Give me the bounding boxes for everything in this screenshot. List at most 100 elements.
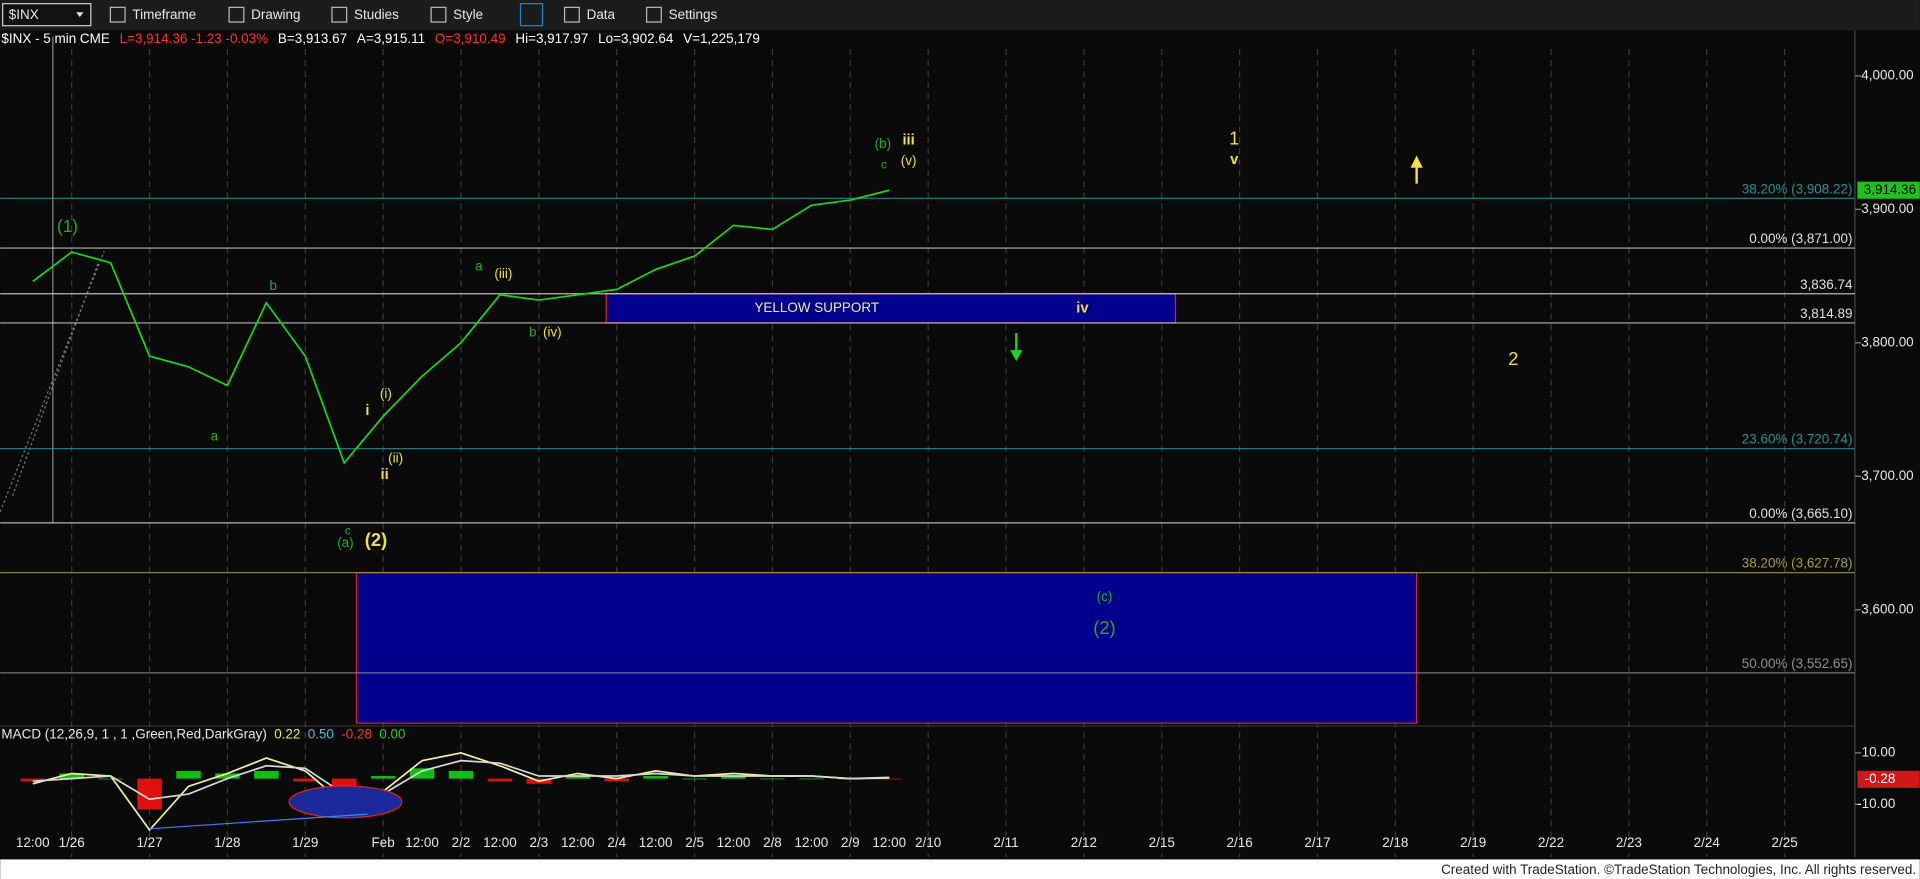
macd-line [32, 752, 890, 832]
y2-tick-label: 10.00 [1862, 744, 1896, 759]
header-item: A=3,915.11 [357, 31, 425, 46]
histogram-bar [293, 778, 318, 782]
histogram-bar [448, 770, 474, 779]
wave-label: iv [1076, 300, 1089, 316]
macd-reading: -0.28 [341, 726, 372, 741]
level-label: 3,836.74 [1800, 277, 1853, 292]
symbol[interactable]: $INX [9, 7, 39, 22]
toolbar-item[interactable]: Style [453, 7, 483, 22]
histogram-bar [98, 778, 123, 780]
wave-label: i [365, 403, 369, 419]
symbol-box[interactable] [2, 3, 92, 27]
wave-label: 2 [1508, 348, 1518, 369]
x-tick-label: 2/5 [685, 835, 704, 850]
histogram-bar [799, 778, 824, 780]
x-tick-label: 2/12 [1071, 835, 1097, 850]
x-tick-label: 2/18 [1382, 835, 1408, 850]
wave-label: a [475, 258, 483, 273]
toolbar-icon[interactable] [563, 6, 580, 23]
toolbar-item[interactable]: Data [587, 7, 616, 22]
wave-label: a [211, 429, 219, 444]
toolbar-icon[interactable] [109, 6, 126, 23]
footer-bar [0, 859, 1920, 879]
histogram-bar [331, 778, 357, 789]
x-tick-label: 2/9 [841, 835, 860, 850]
level-label: 50.00% (3,552.65) [1742, 656, 1853, 671]
y-tick-label: 3,800.00 [1861, 334, 1913, 349]
divergence-ellipse [288, 785, 403, 819]
histogram-bar [682, 778, 707, 780]
header-item: Lo=3,902.64 [598, 31, 674, 46]
toolbar-icon[interactable] [645, 6, 662, 23]
wave-label: (ii) [388, 451, 403, 466]
x-tick-label: 2/3 [530, 835, 549, 850]
zone-label: YELLOW SUPPORT [754, 300, 879, 315]
wave-label: iii [902, 133, 914, 149]
wave-label: (iv) [543, 325, 562, 340]
toolbar-item[interactable]: Settings [669, 7, 718, 22]
toolbar-icon[interactable] [331, 6, 348, 23]
x-tick-label: Feb [372, 835, 395, 850]
y-tick-label: 3,900.00 [1861, 201, 1913, 216]
trend-line [11, 262, 99, 497]
x-tick-label: 2/16 [1227, 835, 1253, 850]
wave-label: (2) [1093, 617, 1115, 638]
x-tick-label: 12:00 [639, 835, 673, 850]
wave-label: v [1230, 152, 1239, 168]
header: $INX - 5 min CME L=3,914.36 -1.23 -0.03% B… [1, 31, 759, 46]
panel-icon[interactable] [519, 3, 544, 27]
x-tick-label: 2/8 [763, 835, 782, 850]
histogram-bar [409, 768, 435, 779]
x-tick-label: 2/10 [915, 835, 941, 850]
x-tick-label: 2/19 [1460, 835, 1486, 850]
header-item: B=3,913.67 [278, 31, 347, 46]
header-item: Hi=3,917.97 [515, 31, 588, 46]
x-tick-label: 1/26 [59, 835, 85, 850]
plot: $INX - 5 min CME L=3,914.36 -1.23 -0.03% B… [0, 31, 1920, 857]
y2-tick-label: -10.00 [1857, 796, 1895, 811]
macd-title: MACD (12,26,9, 1 , 1 ,Green,Red,DarkGray… [1, 726, 266, 741]
wave-label: (b) [875, 136, 891, 151]
x-tick-label: 12:00 [483, 835, 517, 850]
x-tick-label: 2/25 [1772, 835, 1798, 850]
x-tick-label: 2/24 [1694, 835, 1721, 850]
level-label: 0.00% (3,665.10) [1749, 506, 1852, 521]
histogram-bar [20, 778, 46, 782]
histogram-bar [565, 776, 591, 779]
macd-last-label: -0.28 [1865, 771, 1896, 786]
histogram-bar [876, 778, 902, 780]
zone [605, 293, 1177, 324]
y-tick-label: 3,700.00 [1861, 468, 1913, 483]
wave-label: (iii) [494, 266, 512, 281]
x-tick-label: 1/27 [136, 835, 162, 850]
toolbar-icon[interactable] [228, 6, 245, 23]
toolbar [0, 0, 1920, 31]
x-tick-label: 12:00 [795, 835, 829, 850]
x-tick-label: 2/23 [1616, 835, 1642, 850]
x-tick-label: 12:00 [872, 835, 906, 850]
histogram-bar [760, 778, 785, 780]
wave-label: c [881, 158, 887, 172]
histogram-bar [721, 776, 746, 779]
header-item: $INX - 5 min CME [1, 31, 109, 46]
toolbar-icon[interactable] [430, 6, 447, 23]
toolbar-item[interactable]: Timeframe [132, 7, 196, 22]
footer: Created with TradeStation. ©TradeStation… [1441, 862, 1916, 877]
level-label: 38.20% (3,908.22) [1742, 181, 1853, 196]
y-tick-label: 3,600.00 [1861, 601, 1913, 616]
level-label: 38.20% (3,627.78) [1742, 556, 1853, 571]
toolbar-item[interactable]: Studies [354, 7, 399, 22]
divergence-line [149, 813, 368, 830]
level-label: 3,814.89 [1800, 306, 1852, 321]
x-tick-label: 2/22 [1538, 835, 1564, 850]
dropdown-icon [76, 12, 84, 18]
up-arrow [1410, 155, 1423, 184]
histogram-bar [370, 776, 396, 779]
x-tick-label: 12:00 [717, 835, 751, 850]
toolbar-item[interactable]: Drawing [251, 7, 300, 22]
macd-reading: 0.22 [274, 726, 300, 741]
y-tick-label: 4,000.00 [1861, 67, 1913, 82]
x-tick-label: 2/2 [452, 835, 471, 850]
